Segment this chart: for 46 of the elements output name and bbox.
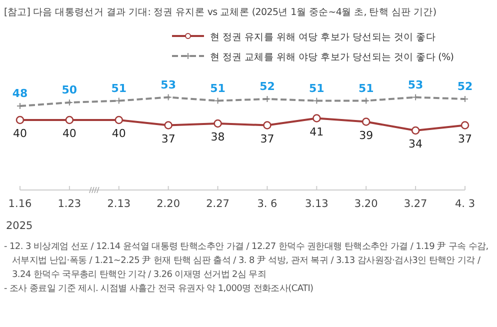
point <box>214 119 222 128</box>
data-label: 51 <box>309 82 324 95</box>
x-tick-label: 2.27 <box>206 198 230 210</box>
text: 2025 <box>6 220 33 232</box>
x-tick-label: 1.23 <box>58 198 82 210</box>
data-label: 53 <box>408 78 424 92</box>
x-tick-label: 1.16 <box>8 198 32 210</box>
data-label: 40 <box>112 127 126 140</box>
data-label: 51 <box>111 82 127 95</box>
data-label: 53 <box>160 78 176 92</box>
point <box>114 116 124 124</box>
data-label: 41 <box>310 125 324 138</box>
x-tick-label: 3. 6 <box>257 198 278 210</box>
data-label: 50 <box>62 84 78 96</box>
title: [참고] 다음 대통령선거 결과 기대: 정권 유지론 vs 교체론 (2025년 1월 중순~4월 초, 탄핵 심판 기간) <box>4 7 436 18</box>
x-tick-label: 2.13 <box>107 198 131 210</box>
x-tick-label: 3.27 <box>404 198 428 210</box>
point <box>362 118 370 126</box>
data-label: 34 <box>408 138 423 150</box>
data-label: 37 <box>161 132 176 146</box>
data-label: 37 <box>260 132 274 146</box>
data-label: 52 <box>260 80 275 93</box>
data-label: 51 <box>210 82 226 95</box>
x-tick-label: 3.20 <box>354 198 378 210</box>
data-label: 51 <box>358 82 374 95</box>
point <box>312 114 321 122</box>
data-label: 37 <box>458 132 472 146</box>
point <box>411 126 420 135</box>
x-tick-label: 2.20 <box>156 198 180 210</box>
data-label: 38 <box>210 130 225 144</box>
point <box>16 116 24 124</box>
point <box>164 121 172 130</box>
point <box>65 116 74 124</box>
data-label: 40 <box>62 127 76 140</box>
text: - 12. 3 비상계엄 선포 / 12.14 윤석열 대통령 탄핵소추안 가결 / 12.27 한덕수 권한대행 탄핵소추안 가결 / 1.19 尹 구속 수감, 서부지법 난입·폭동 / 1.21~2.25 尹 헌재 탄핵 심판 출석 / 3. 8 尹 석방, 관저 복귀 / 3.13 감사원장·검사3인 탄핵안 기각 / 3.24 한덕수 국무총리 탄핵안 기각 / 3.26 이재명 선거법 2심 무죄 <box>4 241 490 282</box>
legend-label: 현 정권 교체를 위해 야당 후보가 당선되는 것이 좋다 (%) <box>210 52 454 63</box>
data-label: 39 <box>359 128 374 142</box>
x-tick-label: 4. 3 <box>454 198 476 210</box>
point <box>460 121 470 130</box>
data-label: 52 <box>457 80 473 93</box>
data-label: 40 <box>13 127 27 140</box>
data-label: 48 <box>12 87 28 100</box>
text: - 조사 종료일 기준 제시. 시점별 사흘간 전국 유권자 약 1,000명 전화조사(CATI) <box>4 283 314 296</box>
legend-label: 현 정권 유지를 위해 여당 후보가 당선되는 것이 좋다 <box>210 32 436 43</box>
x-tick-label: 3.13 <box>304 198 328 210</box>
point <box>263 121 272 130</box>
